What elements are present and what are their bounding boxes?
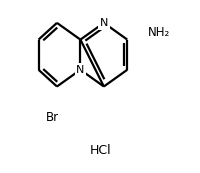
Text: Br: Br bbox=[45, 111, 58, 124]
Text: N: N bbox=[76, 65, 84, 75]
Text: N: N bbox=[99, 18, 107, 28]
Text: HCl: HCl bbox=[89, 144, 111, 157]
Text: NH₂: NH₂ bbox=[147, 26, 169, 39]
